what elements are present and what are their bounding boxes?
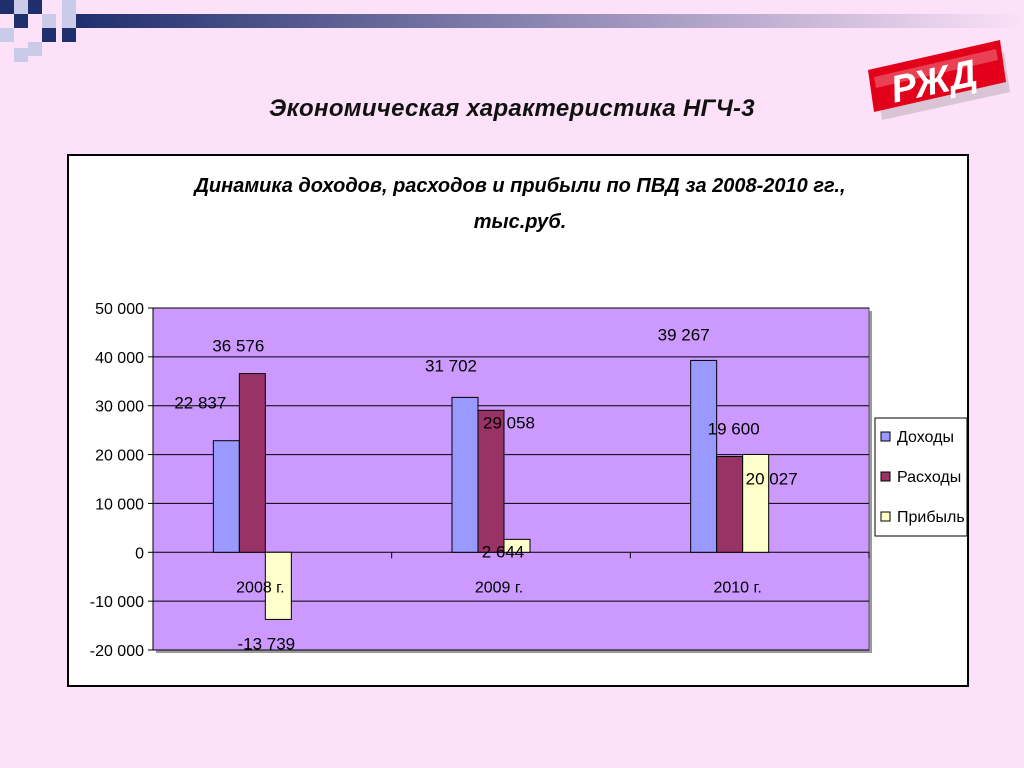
logo-text: РЖД [887, 52, 980, 111]
logo-stripe [874, 49, 998, 88]
data-label: -13 739 [237, 634, 295, 653]
legend-swatch [880, 471, 891, 482]
data-label: 22 837 [174, 394, 226, 413]
data-label: 36 576 [212, 337, 264, 356]
legend-label: Расходы [897, 469, 961, 486]
data-label: 29 058 [483, 413, 535, 432]
legend-label: Прибыль [897, 509, 965, 526]
y-tick-label: 10 000 [95, 496, 144, 513]
deco-square [62, 28, 76, 42]
deco-square [28, 42, 42, 56]
deco-square [62, 0, 76, 14]
bar-Доходы [690, 359, 718, 553]
bar-Расходы [716, 456, 744, 553]
legend-swatch [880, 431, 891, 442]
bar-Прибыль [264, 551, 292, 620]
deco-square [14, 48, 28, 62]
chart-frame: Динамика доходов, расходов и прибыли по … [67, 154, 969, 687]
bar-Прибыль [742, 453, 770, 553]
bar-Доходы [212, 440, 240, 553]
bar-Расходы [238, 373, 266, 553]
chart-title: Динамика доходов, расходов и прибыли по … [192, 175, 845, 197]
x-tick-label: 2010 г. [713, 579, 761, 596]
legend-swatch [880, 511, 891, 522]
chart-subtitle: тыс.руб. [474, 211, 567, 233]
legend-label: Доходы [897, 429, 954, 446]
bar-Расходы [477, 409, 505, 553]
y-tick-label: 40 000 [95, 350, 144, 367]
y-tick-label: 0 [135, 545, 144, 562]
deco-square [28, 0, 42, 14]
deco-square [42, 28, 56, 42]
data-label: 20 027 [746, 469, 798, 488]
bar-Доходы [451, 396, 479, 553]
y-tick-label: 50 000 [95, 301, 144, 318]
data-label: 39 267 [658, 325, 710, 344]
deco-square [62, 14, 76, 28]
y-tick-label: 20 000 [95, 448, 144, 465]
deco-square [14, 14, 28, 28]
chart: Динамика доходов, расходов и прибыли по … [90, 175, 967, 660]
deco-square [42, 14, 56, 28]
deco-square [0, 0, 14, 14]
top-gradient-bar [76, 14, 1024, 28]
y-tick-label: -10 000 [90, 594, 144, 611]
logo-plate [868, 40, 1006, 112]
deco-square [14, 0, 28, 14]
x-tick-label: 2008 г. [236, 579, 284, 596]
data-label: 2 644 [482, 542, 525, 561]
deco-square [0, 28, 14, 42]
x-tick-label: 2009 г. [475, 579, 523, 596]
slide-title: Экономическая характеристика НГЧ-3 [269, 95, 755, 122]
data-label: 19 600 [708, 420, 760, 439]
bar-Прибыль [503, 538, 531, 553]
y-tick-label: -20 000 [90, 643, 144, 660]
rzd-logo: РЖД [868, 40, 1010, 120]
y-tick-label: 30 000 [95, 399, 144, 416]
data-label: 31 702 [425, 356, 477, 375]
